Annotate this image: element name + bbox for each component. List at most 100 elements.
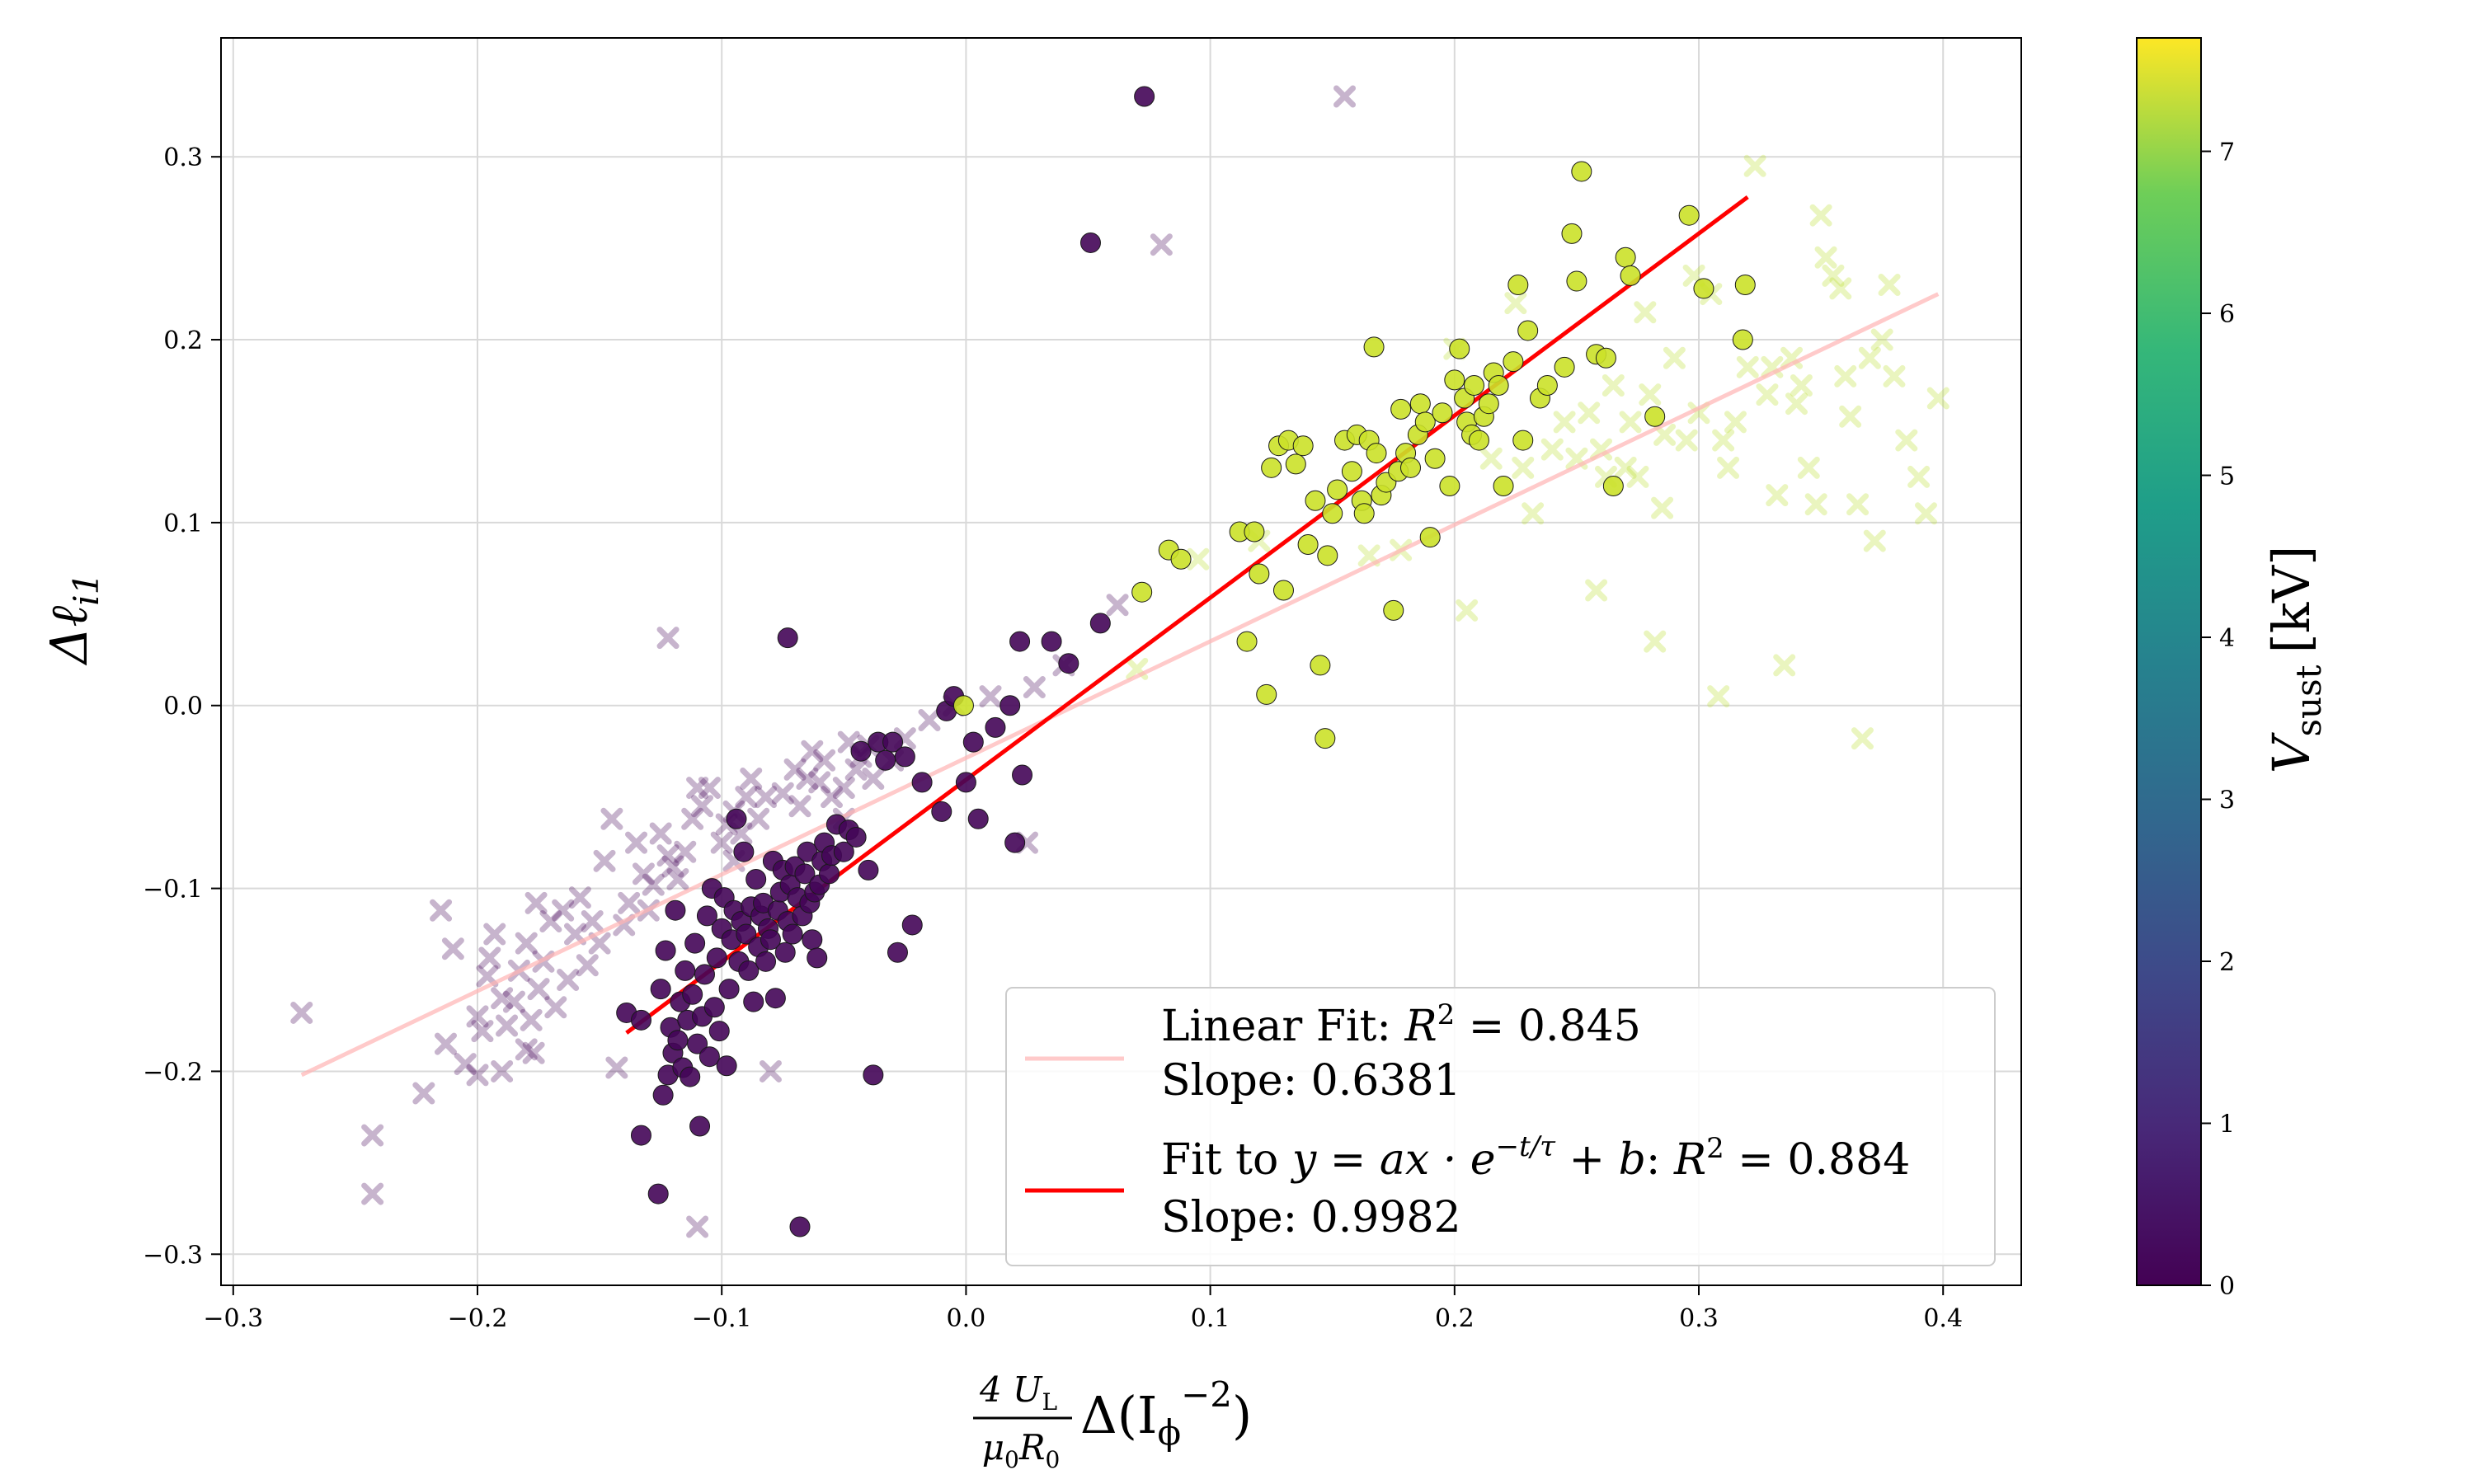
scatter-x-point — [747, 807, 770, 830]
scatter-circle-point — [755, 951, 777, 972]
scatter-circle-point — [738, 960, 760, 981]
scatter-circle-point — [1236, 631, 1258, 652]
scatter-x-point — [290, 1001, 313, 1024]
x-axis-ticks: −0.3 −0.2 −0.1 0.0 0.1 0.2 0.3 0.4 — [203, 1285, 1963, 1333]
scatter-circle-point — [789, 1216, 811, 1237]
scatter-circle-point — [887, 942, 908, 963]
scatter-circle-point — [1261, 457, 1282, 478]
colorbar-tick-label: 2 — [2219, 948, 2235, 977]
scatter-x-point — [1106, 594, 1129, 617]
scatter-circle-point — [955, 772, 976, 793]
scatter-x-point — [918, 708, 941, 731]
scatter-x-point — [454, 1053, 477, 1076]
legend-exp-fit-post: = 0.884 — [1724, 1135, 1911, 1185]
scatter-x-point — [796, 767, 819, 790]
scatter-circle-point — [1468, 430, 1489, 451]
scatter-x-point — [1822, 264, 1845, 287]
scatter-circle-point — [1244, 521, 1265, 542]
scatter-circle-point — [1341, 461, 1362, 482]
y-axis-ticks: −0.3 −0.2 −0.1 0.0 0.1 0.2 0.3 — [143, 143, 221, 1270]
scatter-x-point — [1863, 529, 1886, 552]
svg-text:Δℓi1: Δℓi1 — [39, 573, 106, 666]
scatter-circle-point — [680, 1066, 701, 1087]
scatter-x-point — [698, 777, 721, 800]
scatter-x-point — [832, 777, 855, 800]
scatter-circle-point — [1009, 631, 1031, 652]
colorbar-label: Vsust [kV] — [2261, 546, 2329, 774]
legend-linear-fit-slope: Slope: 0.6381 — [1161, 1056, 1461, 1106]
scatter-circle-point — [655, 940, 676, 961]
scatter-x-point — [576, 954, 599, 977]
scatter-circle-point — [1322, 503, 1343, 524]
scatter-circle-point — [1363, 336, 1385, 358]
y-tick-label: 0.2 — [163, 326, 203, 355]
scatter-x-point — [527, 978, 550, 1001]
scatter-circle-point — [794, 863, 816, 885]
scatter-x-point — [1870, 328, 1893, 351]
scatter-circle-point — [1644, 406, 1666, 427]
x-tick-label: 0.1 — [1191, 1304, 1230, 1333]
legend-linear-fit-r: R — [1404, 1002, 1437, 1051]
scatter-x-point — [361, 1182, 384, 1205]
svg-text:4 UL: 4 UL — [979, 1369, 1057, 1416]
scatter-circle-point — [698, 1046, 720, 1068]
legend-exp-fit-slope: Slope: 0.9982 — [1161, 1193, 1461, 1242]
scatter-x-point — [759, 1059, 782, 1082]
colorbar-tick-label: 1 — [2219, 1111, 2235, 1139]
scatter-x-point — [568, 886, 591, 909]
scatter-x-point — [1814, 246, 1837, 269]
scatter-circle-point — [850, 740, 872, 762]
legend-linear-fit-pre: Linear Fit: — [1161, 1002, 1404, 1051]
scatter-circle-point — [1089, 613, 1111, 634]
y-tick-label: −0.3 — [143, 1241, 203, 1270]
scatter-x-point — [1634, 301, 1657, 324]
scatter-x-point — [642, 873, 665, 896]
scatter-circle-point — [675, 960, 696, 981]
colorbar-gradient — [2136, 37, 2202, 1286]
scatter-circle-point — [875, 749, 896, 771]
scatter-circle-point — [1419, 527, 1441, 548]
scatter-x-point — [1829, 277, 1852, 300]
scatter-circle-point — [999, 695, 1021, 716]
scatter-x-point — [1756, 383, 1779, 406]
scatter-circle-point — [718, 979, 740, 1000]
legend-exp-fit-eq-post: + b — [1555, 1135, 1646, 1185]
scatter-circle-point — [845, 826, 867, 848]
scatter-x-point — [1883, 364, 1906, 387]
scatter-x-point — [524, 891, 548, 914]
scatter-x-point — [979, 685, 1002, 708]
scatter-x-point — [361, 1124, 384, 1147]
scatter-circle-point — [694, 964, 715, 985]
scatter-circle-point — [703, 997, 725, 1018]
svg-text:Δ(Iϕ−2): Δ(Iϕ−2) — [1080, 1374, 1252, 1453]
scatter-x-point — [441, 937, 464, 960]
scatter-circle-point — [1444, 369, 1465, 391]
scatter-x-point — [522, 1041, 545, 1064]
scatter-x-point — [600, 807, 623, 830]
linear-fit-line — [300, 292, 1940, 1078]
scatter-x-point — [1187, 547, 1210, 571]
scatter-circle-point — [911, 772, 933, 793]
scatter-x-point — [1644, 630, 1667, 653]
scatter-circle-point — [1561, 223, 1583, 244]
colorbar-tick-label: 4 — [2219, 624, 2235, 653]
scatter-x-point — [557, 969, 580, 992]
scatter-x-point — [491, 1059, 514, 1082]
scatter-x-point — [686, 777, 709, 800]
scatter-circle-point — [1493, 476, 1514, 497]
scatter-x-point — [515, 1038, 538, 1061]
scatter-x-point — [656, 844, 680, 867]
scatter-circle-point — [1012, 764, 1033, 786]
scatter-x-point — [1626, 465, 1649, 488]
colorbar-ticks: 0 1 2 3 4 5 6 7 — [2201, 139, 2235, 1301]
scatter-circle-point — [760, 929, 781, 951]
scatter-x-point — [1585, 579, 1608, 602]
scatter-x-point — [1724, 411, 1747, 434]
scatter-circle-point — [1041, 631, 1062, 652]
scatter-circle-point — [1004, 832, 1026, 853]
scatter-x-point — [471, 1020, 494, 1043]
scatter-x-point — [496, 1014, 519, 1037]
scatter-x-point — [788, 795, 811, 818]
scatter-circle-point — [1310, 655, 1331, 676]
x-axis-label-exp: −2 — [1181, 1374, 1232, 1415]
